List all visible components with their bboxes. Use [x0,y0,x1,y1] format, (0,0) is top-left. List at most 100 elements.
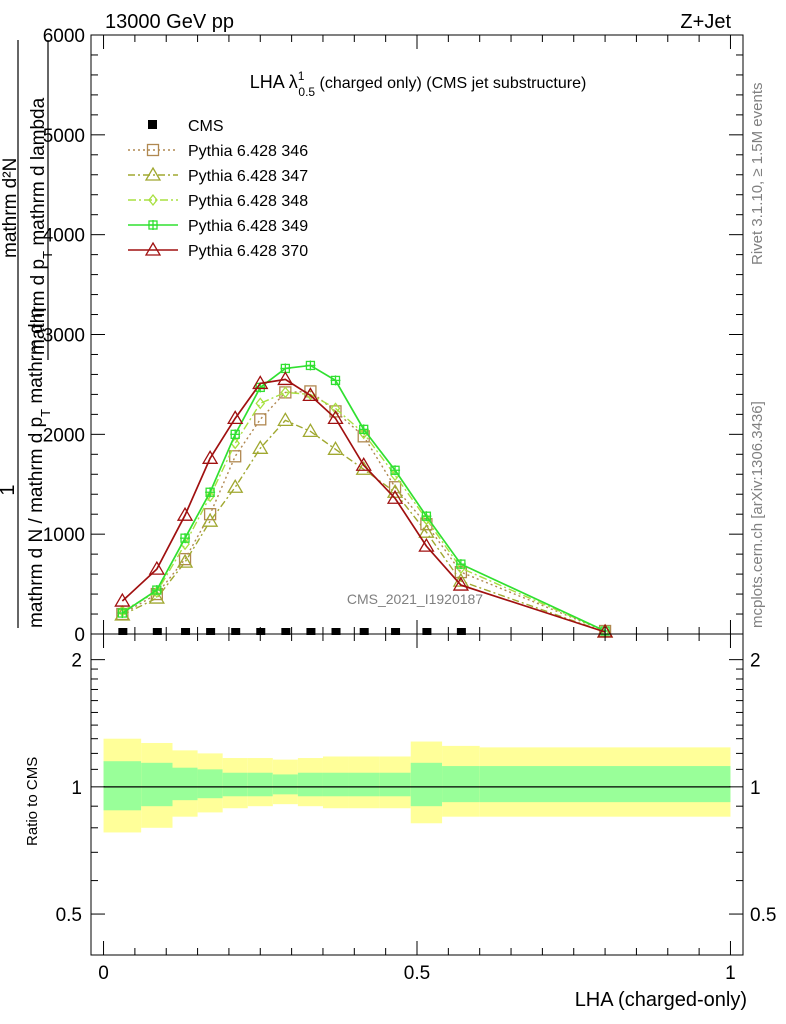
series-point-1 [148,589,165,604]
main-y-tick-label: 4000 [43,226,85,247]
cms-data-point [206,628,216,635]
header-left: 13000 GeV pp [105,11,234,33]
rivet-side-text: Rivet 3.1.10, ≥ 1.5M events [749,83,766,266]
legend-label-1: Pythia 6.428 347 [188,168,308,185]
ratio-y-tick-label-right: 0.5 [750,905,776,926]
legend-label-3: Pythia 6.428 349 [188,218,308,235]
cms-data-point [359,628,369,635]
series-point-2 [255,397,266,410]
y-label-sub-denominator-b: mathrm d lambda [28,97,49,251]
series-point-4 [452,576,470,591]
series-point-4 [355,456,372,471]
legend-marker-3 [148,220,158,230]
main-y-tick-label: 5000 [43,126,85,147]
main-y-tick-label: 6000 [43,26,85,47]
series-point-1 [277,412,294,427]
ratio-inner-band [172,767,198,801]
series-point-4 [114,592,131,607]
y-label-denominator-a: mathrm d N / mathrm d p [26,417,47,628]
y-label-denominator-b: mathrm d η [26,308,47,409]
ratio-inner-band [197,769,223,799]
cms-data-point [152,628,162,635]
x-tick-label: 1 [725,963,736,984]
ratio-inner-band [141,762,173,807]
cms-data-point [231,628,241,635]
series-point-3 [390,465,401,476]
legend-marker-1 [144,166,162,181]
legend-marker-0 [146,143,160,157]
cms-data-point [181,628,191,635]
ratio-y-label: Ratio to CMS [24,757,41,846]
main-y-tick-label: 3000 [43,326,85,347]
chart-title-sub: 0.5 [298,85,315,99]
series-point-2 [421,513,432,526]
series-point-4 [302,387,319,402]
series-point-4 [176,506,194,521]
chart-title-main: LHA λ [250,72,298,92]
ratio-y-tick-label: 0.5 [56,905,82,926]
ratio-y-tick-label-right: 2 [750,651,761,672]
chart-title-sup: 1 [298,69,305,83]
legend-label-4: Pythia 6.428 370 [188,243,308,260]
ratio-inner-band [348,772,380,797]
legend-label-2: Pythia 6.428 348 [188,193,308,210]
ratio-inner-band [222,772,248,797]
y-label-numerator: 1 [0,484,19,495]
y-label-denominator: mathrm d N / mathrm d pT mathrm d η [26,308,53,629]
ratio-inner-band [297,772,323,797]
series-point-4 [418,537,435,552]
series-point-0 [178,552,192,566]
watermark: CMS_2021_I1920187 [347,591,483,607]
series-point-4 [327,410,344,425]
main-y-tick-label: 2000 [43,425,85,446]
cms-data-point [306,628,316,635]
mcplots-side-text: mcplots.cern.ch [arXiv:1306.3436] [749,401,766,628]
legend-marker-4 [144,241,162,256]
series-point-3 [205,487,216,498]
main-y-tick-label: 1000 [43,525,85,546]
main-panel: 0 1000 2000 3000 4000 5000 6000 CMS_2021_I1920… [43,26,744,646]
header-right: Z+Jet [680,11,731,33]
y-label-denominator-sub: T [38,409,53,417]
y-label-sub-numerator: mathrm d²N [0,158,21,258]
ratio-y-tick-label: 2 [71,651,82,672]
ratio-inner-band [272,774,298,795]
ratio-inner-band [410,762,443,807]
series-point-3 [455,559,466,570]
ratio-inner-band [103,761,142,811]
series-point-1 [327,441,344,455]
ratio-inner-band [479,766,731,803]
chart-title-rest: (charged only) (CMS jet substructure) [315,75,586,92]
ratio-inner-band [379,772,411,797]
ratio-inner-band [442,766,480,803]
y-label-sub-denominator-sub: T [40,251,55,259]
series-point-4 [386,489,404,504]
series-line-0 [121,390,606,632]
series-point-3 [358,424,369,435]
series-point-1 [252,440,269,454]
series-point-3 [180,533,191,544]
series-point-1 [418,523,435,538]
ratio-inner-band [322,772,349,797]
y-label-sub-denominator: mathrm d pT mathrm d lambda [28,97,55,355]
ratio-inner-band [247,772,273,797]
series-line-3 [121,364,606,632]
series-point-2 [456,562,466,575]
ratio-panel: 0.5 0.5 1 1 2 2 0 0.5 1 Ratio to CMS [24,633,776,984]
cms-data-point [422,628,432,635]
y-label-sub-denominator-a: mathrm d p [28,259,49,355]
main-y-tick-label: 0 [74,625,85,646]
series-point-3 [305,360,316,371]
series-point-3 [421,511,432,522]
series-point-1 [302,423,319,437]
series-point-2 [280,386,291,399]
series-point-3 [117,608,128,619]
cms-data-point [456,628,466,635]
cms-data-point [331,628,341,635]
series-point-4 [252,375,269,390]
ratio-y-tick-label-right: 1 [750,778,761,799]
series-point-4 [277,371,294,386]
series-line-4 [121,378,606,633]
series-point-4 [148,560,165,575]
series-point-4 [227,410,244,425]
